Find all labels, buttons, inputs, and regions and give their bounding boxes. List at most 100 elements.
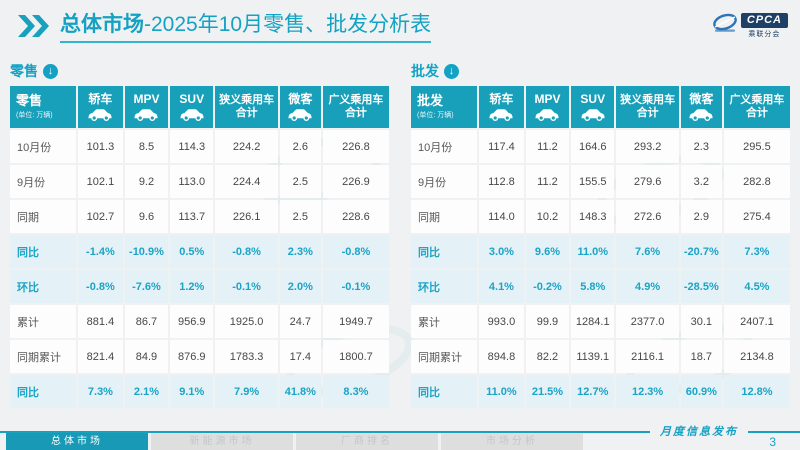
table-cell: 1783.3 (215, 340, 278, 373)
table-cell: 2.5 (279, 200, 321, 233)
retail-row-3: 同比 -1.4% -10.9% 0.5% -0.8% 2.3% -0.8% (10, 235, 389, 268)
wholesale-row-7: 同比 11.0% 21.5% 12.7% 12.3% 60.9% 12.8% (411, 375, 790, 408)
retail-column-header-1: MPV (124, 86, 169, 128)
page-title-bold: 总体市场 (60, 13, 144, 36)
table-cell: 10.2 (525, 200, 570, 233)
table-cell: -7.6% (124, 270, 169, 303)
table-cell: 8.3% (322, 375, 389, 408)
wholesale-column-header-1: MPV (525, 86, 570, 128)
table-cell: 84.9 (124, 340, 169, 373)
table-cell: 1800.7 (322, 340, 389, 373)
row-label: 累计 (10, 305, 77, 338)
table-cell: 821.4 (78, 340, 123, 373)
table-cell: 282.8 (723, 165, 790, 198)
table-cell: 82.2 (525, 340, 570, 373)
table-cell: 12.3% (616, 375, 679, 408)
table-cell: 3.2 (680, 165, 722, 198)
footer-tab-0[interactable]: 总体市场 (6, 433, 148, 450)
table-cell: 275.4 (723, 200, 790, 233)
suv-icon (170, 108, 213, 122)
retail-row-4: 环比 -0.8% -7.6% 1.2% -0.1% 2.0% -0.1% (10, 270, 389, 303)
row-label: 累计 (411, 305, 478, 338)
row-label: 同比 (411, 375, 478, 408)
table-cell: 30.1 (680, 305, 722, 338)
table-cell: 17.4 (279, 340, 321, 373)
table-cell: 9.6% (525, 235, 570, 268)
table-cell: 1.2% (170, 270, 214, 303)
table-cell: 9.1% (170, 375, 214, 408)
cpca-logo: CPCA 乘联分会 (712, 13, 788, 39)
table-cell: 7.3% (723, 235, 790, 268)
table-cell: 1949.7 (322, 305, 389, 338)
footer-banner: 月度信息发布 (650, 423, 748, 439)
table-cell: 0.5% (170, 235, 214, 268)
page-title: 总体市场-2025年10月零售、批发分析表 (60, 12, 432, 44)
wholesale-column-header-5: 广义乘用车 合计 (723, 86, 790, 128)
footer-tab-2[interactable]: 厂商排名 (296, 433, 438, 450)
table-cell: 956.9 (170, 305, 214, 338)
retail-column-header-4: 微客 (279, 86, 321, 128)
table-cell: 114.0 (479, 200, 524, 233)
table-cell: 114.3 (170, 130, 214, 163)
sedan-icon (78, 108, 123, 122)
retail-row-0: 10月份 101.3 8.5 114.3 224.2 2.6 226.8 (10, 130, 389, 163)
table-cell: -0.8% (78, 270, 123, 303)
table-cell: 2377.0 (616, 305, 679, 338)
table-cell: 112.8 (479, 165, 524, 198)
cpca-swoosh-icon (712, 13, 737, 32)
footer-tab-3[interactable]: 市场分析 (441, 433, 583, 450)
table-cell: 2407.1 (723, 305, 790, 338)
table-cell: 60.9% (680, 375, 722, 408)
row-label: 9月份 (10, 165, 77, 198)
table-cell: 5.8% (571, 270, 615, 303)
wholesale-table: 批发 (单位: 万辆) 轿车 MPV SUV 狭义乘用车 合计 微客 广义乘用车 合计 10月份 11… (409, 84, 792, 410)
wholesale-column-header-3: 狭义乘用车 合计 (616, 86, 679, 128)
table-cell: 876.9 (170, 340, 214, 373)
table-cell: 7.9% (215, 375, 278, 408)
wholesale-section-label: 批发 ↓ (411, 62, 792, 80)
microvan-icon (280, 108, 321, 122)
table-cell: 21.5% (525, 375, 570, 408)
table-cell: -0.1% (215, 270, 278, 303)
table-cell: 226.1 (215, 200, 278, 233)
table-cell: 2.9 (680, 200, 722, 233)
table-cell: 2116.1 (616, 340, 679, 373)
retail-column-header-5: 广义乘用车 合计 (322, 86, 389, 128)
row-label: 10月份 (411, 130, 478, 163)
cpca-logo-subtext: 乘联分会 (748, 31, 781, 38)
table-cell: -0.1% (322, 270, 389, 303)
table-cell: 1925.0 (215, 305, 278, 338)
table-cell: 894.8 (479, 340, 524, 373)
table-cell: 86.7 (124, 305, 169, 338)
table-cell: 2.6 (279, 130, 321, 163)
table-cell: 279.6 (616, 165, 679, 198)
row-label: 环比 (10, 270, 77, 303)
row-label: 同期累计 (10, 340, 77, 373)
table-cell: -1.4% (78, 235, 123, 268)
down-arrow-circle-icon: ↓ (43, 63, 58, 79)
footer-tab-1[interactable]: 新能源市场 (151, 433, 293, 450)
table-cell: 155.5 (571, 165, 615, 198)
table-cell: -0.2% (525, 270, 570, 303)
tables-area: 零售 ↓ 零售 (单位: 万辆) 轿车 MPV SUV 狭义乘用车 合计 微客 广义乘用车 合计 10月… (8, 62, 792, 410)
table-cell: 2.5 (279, 165, 321, 198)
table-cell: 24.7 (279, 305, 321, 338)
row-label: 同期 (411, 200, 478, 233)
row-label: 同比 (10, 235, 77, 268)
table-cell: 7.3% (78, 375, 123, 408)
chevron-double-icon (18, 12, 51, 37)
table-cell: 293.2 (616, 130, 679, 163)
row-label: 10月份 (10, 130, 77, 163)
row-label: 同比 (10, 375, 77, 408)
suv-icon (571, 108, 614, 122)
wholesale-row-2: 同期 114.0 10.2 148.3 272.6 2.9 275.4 (411, 200, 790, 233)
table-cell: 4.9% (616, 270, 679, 303)
microvan-icon (681, 108, 722, 122)
table-cell: 2.0% (279, 270, 321, 303)
table-cell: 11.0% (479, 375, 524, 408)
table-cell: 11.0% (571, 235, 615, 268)
table-cell: 102.1 (78, 165, 123, 198)
wholesale-row-4: 环比 4.1% -0.2% 5.8% 4.9% -28.5% 4.5% (411, 270, 790, 303)
table-cell: 993.0 (479, 305, 524, 338)
